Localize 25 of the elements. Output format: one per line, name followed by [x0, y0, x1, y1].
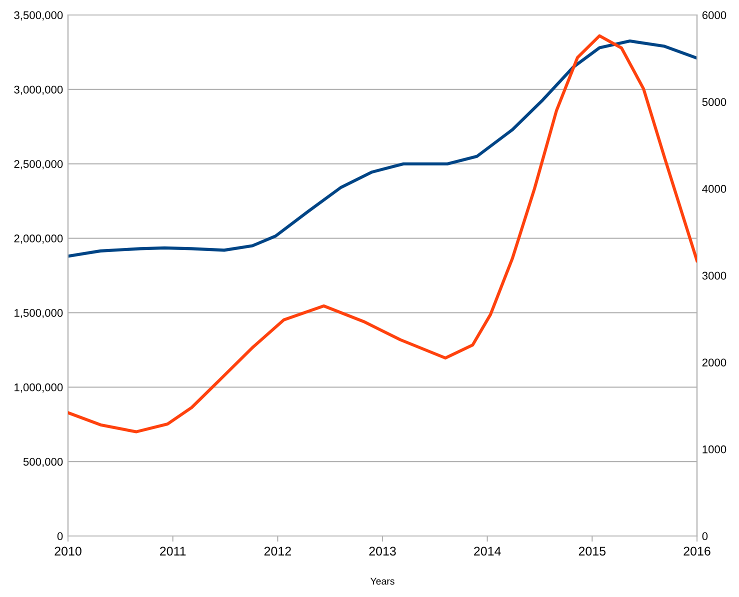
- x-tick-label: 2012: [264, 546, 291, 556]
- y2-tick-label: 6000: [702, 11, 726, 20]
- y-tick-label: 500,000: [23, 458, 63, 468]
- y2-tick-label: 0: [702, 532, 708, 540]
- y-tick-label: 3,500,000: [14, 11, 63, 20]
- y-tick-label: 3,000,000: [14, 86, 63, 95]
- y-tick-label: 2,000,000: [14, 234, 63, 244]
- x-tick-label: 2010: [54, 546, 82, 556]
- y2-tick-label: 3000: [702, 272, 726, 280]
- x-tick-label: 2013: [369, 546, 396, 556]
- y2-tick-label: 4000: [702, 184, 726, 193]
- x-tick-label: 2014: [474, 546, 501, 556]
- y-tick-label: 2,500,000: [14, 160, 63, 170]
- line-series: [68, 34, 697, 434]
- y2-tick-label: 2000: [702, 358, 726, 366]
- y2-tick-label: 5000: [702, 98, 726, 106]
- x-axis-title: Years: [370, 578, 394, 585]
- x-tick-label: 2011: [160, 546, 186, 556]
- x-tick-label: 2016: [684, 546, 710, 556]
- y2-tick-label: 1000: [702, 445, 726, 454]
- line-series: [68, 40, 697, 258]
- x-tick-label: 2015: [578, 546, 606, 556]
- y-tick-label: 0: [57, 532, 63, 540]
- y-tick-label: 1,000,000: [14, 383, 63, 393]
- y-tick-label: 1,500,000: [14, 308, 63, 318]
